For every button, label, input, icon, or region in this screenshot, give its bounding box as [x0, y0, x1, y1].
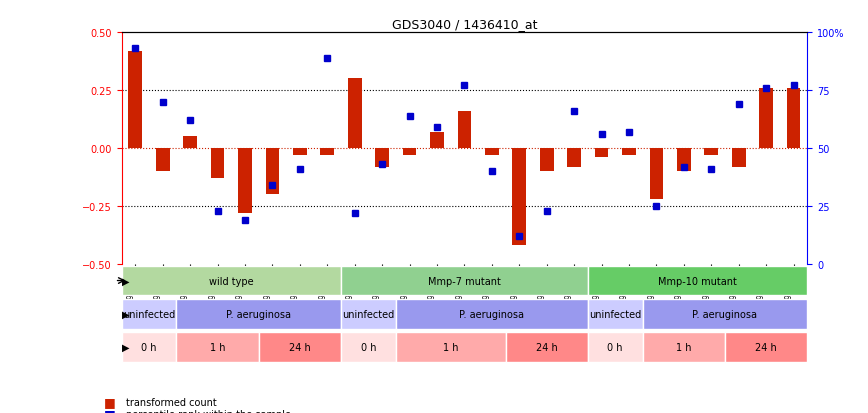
Text: Mmp-10 mutant: Mmp-10 mutant: [658, 276, 737, 286]
Text: 24 h: 24 h: [536, 342, 557, 352]
Text: ▶: ▶: [122, 309, 129, 319]
FancyBboxPatch shape: [588, 266, 807, 296]
Bar: [156, 149, 169, 172]
Bar: [595, 149, 608, 158]
FancyBboxPatch shape: [642, 332, 725, 362]
Bar: [375, 149, 389, 167]
Text: uninfected: uninfected: [589, 309, 641, 319]
Bar: [760, 88, 773, 149]
FancyBboxPatch shape: [396, 332, 505, 362]
Text: Mmp-7 mutant: Mmp-7 mutant: [428, 276, 501, 286]
Bar: [649, 149, 663, 199]
Bar: [786, 88, 800, 149]
FancyBboxPatch shape: [122, 299, 176, 329]
FancyBboxPatch shape: [176, 332, 259, 362]
Bar: [732, 149, 746, 167]
Text: wild type: wild type: [209, 276, 253, 286]
Bar: [348, 79, 362, 149]
Text: uninfected: uninfected: [123, 309, 175, 319]
Bar: [457, 112, 471, 149]
Text: ▶: ▶: [122, 342, 129, 352]
FancyBboxPatch shape: [176, 299, 341, 329]
Bar: [183, 137, 197, 149]
Text: ▶: ▶: [122, 276, 129, 286]
FancyBboxPatch shape: [259, 332, 341, 362]
Bar: [705, 149, 718, 156]
FancyBboxPatch shape: [725, 332, 807, 362]
Bar: [320, 149, 334, 156]
FancyBboxPatch shape: [588, 299, 642, 329]
Text: 1 h: 1 h: [443, 342, 458, 352]
Bar: [266, 149, 279, 195]
Bar: [540, 149, 554, 172]
Bar: [677, 149, 691, 172]
Bar: [512, 149, 526, 246]
Bar: [431, 133, 444, 149]
Text: ■: ■: [104, 407, 116, 413]
Text: P. aeruginosa: P. aeruginosa: [459, 309, 524, 319]
Bar: [238, 149, 252, 214]
Text: 0 h: 0 h: [141, 342, 157, 352]
Text: percentile rank within the sample: percentile rank within the sample: [126, 409, 291, 413]
Text: 24 h: 24 h: [289, 342, 311, 352]
FancyBboxPatch shape: [341, 299, 396, 329]
Bar: [211, 149, 225, 179]
Text: P. aeruginosa: P. aeruginosa: [227, 309, 291, 319]
Text: uninfected: uninfected: [342, 309, 394, 319]
Text: 1 h: 1 h: [676, 342, 692, 352]
Bar: [293, 149, 306, 156]
Text: P. aeruginosa: P. aeruginosa: [693, 309, 758, 319]
FancyBboxPatch shape: [122, 266, 341, 296]
Text: 1 h: 1 h: [210, 342, 226, 352]
Bar: [403, 149, 417, 156]
FancyBboxPatch shape: [122, 332, 176, 362]
FancyBboxPatch shape: [505, 332, 588, 362]
Text: 24 h: 24 h: [755, 342, 777, 352]
Title: GDS3040 / 1436410_at: GDS3040 / 1436410_at: [391, 17, 537, 31]
Text: 0 h: 0 h: [608, 342, 623, 352]
Bar: [622, 149, 635, 156]
FancyBboxPatch shape: [588, 332, 642, 362]
FancyBboxPatch shape: [642, 299, 807, 329]
Bar: [128, 52, 142, 149]
Text: transformed count: transformed count: [126, 397, 217, 407]
Bar: [485, 149, 499, 156]
FancyBboxPatch shape: [396, 299, 588, 329]
Bar: [568, 149, 581, 167]
Text: 0 h: 0 h: [360, 342, 376, 352]
Text: ■: ■: [104, 395, 116, 408]
FancyBboxPatch shape: [341, 332, 396, 362]
FancyBboxPatch shape: [341, 266, 588, 296]
